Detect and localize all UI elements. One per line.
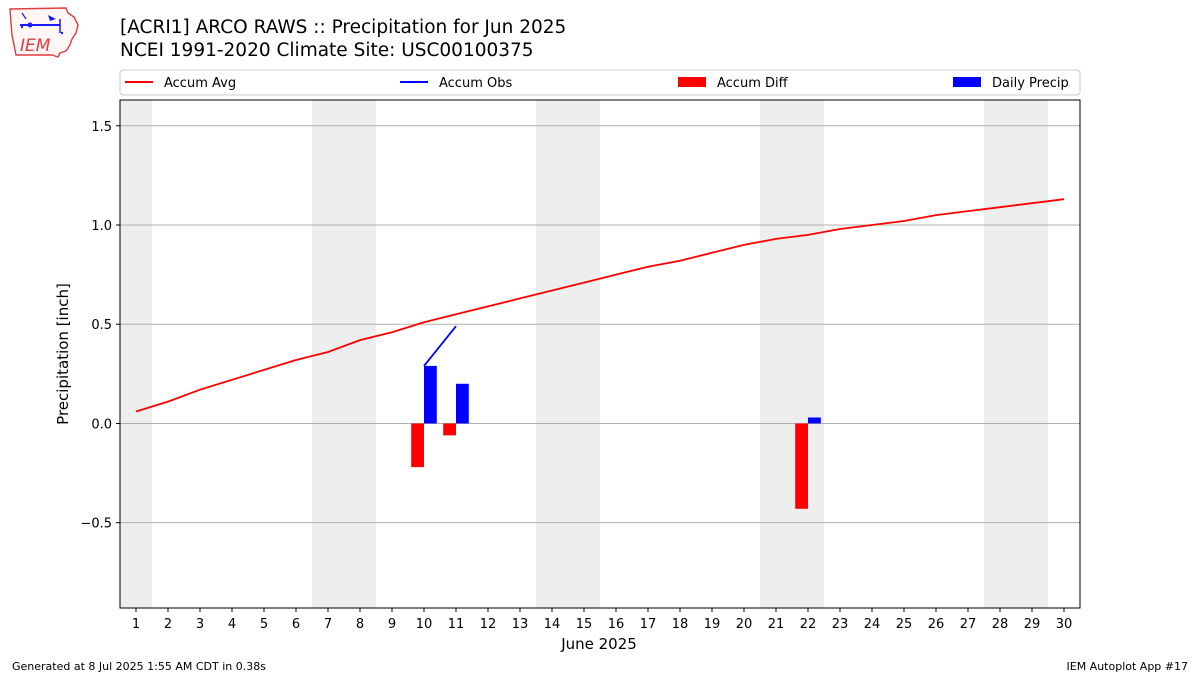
x-tick-label: 17 [640,617,657,632]
weekend-band [344,100,376,608]
x-tick-label: 11 [448,617,465,632]
x-tick-label: 8 [356,617,364,632]
accum-diff-bar [443,423,456,436]
x-tick-label: 1 [132,617,140,632]
iem-logo: IEM [8,5,82,63]
x-tick-label: 7 [324,617,332,632]
weekend-band [792,100,824,608]
logo-text: IEM [20,36,51,56]
y-tick-label: 1.5 [91,120,112,135]
y-tick-label: 0.5 [91,318,112,333]
daily-precip-bar [808,417,821,424]
y-tick-label: 1.0 [91,219,112,234]
x-tick-label: 15 [576,617,593,632]
chart-title-line1: [ACRI1] ARCO RAWS :: Precipitation for J… [120,17,567,38]
x-tick-label: 30 [1056,617,1073,632]
x-axis: 1 2 3 4 5 6 7 8 9 10 11 12 13 14 15 16 17 18 19 20 21 22 23 24 2… [132,608,1072,632]
x-tick-label: 3 [196,617,204,632]
legend-label: Daily Precip [992,76,1069,91]
x-axis-label: June 2025 [560,635,637,653]
x-tick-label: 26 [928,617,945,632]
x-tick-label: 19 [704,617,721,632]
x-tick-label: 14 [544,617,561,632]
legend-label: Accum Diff [717,76,789,91]
x-tick-label: 23 [832,617,849,632]
y-tick-label: 0.0 [91,417,112,432]
accum-obs-line [423,325,457,367]
weekend-band [760,100,792,608]
weekend-bands [120,100,1048,608]
x-tick-label: 5 [260,617,268,632]
x-tick-label: 18 [672,617,689,632]
accum-avg-line [135,198,1065,413]
weekend-band [536,100,568,608]
x-tick-label: 13 [512,617,529,632]
x-tick-label: 21 [768,617,785,632]
bar-marks [411,365,821,509]
x-tick-label: 27 [960,617,977,632]
chart-title-line2: NCEI 1991-2020 Climate Site: USC00100375 [120,40,534,61]
legend-label: Accum Obs [439,76,512,91]
x-tick-label: 16 [608,617,625,632]
y-axis-label: Precipitation [inch] [54,283,72,425]
legend-bar-swatch [953,77,981,87]
x-tick-label: 25 [896,617,913,632]
accum-diff-bar [795,423,808,509]
x-tick-label: 12 [480,617,497,632]
x-tick-label: 2 [164,617,172,632]
line-marks [135,198,1065,413]
x-tick-label: 29 [1024,617,1041,632]
weekend-band [568,100,600,608]
x-tick-label: 9 [388,617,396,632]
grid-lines [120,125,1080,524]
footer-app-text: IEM Autoplot App #17 [1066,660,1189,673]
x-tick-label: 10 [416,617,433,632]
legend-label: Accum Avg [164,76,236,91]
legend: Accum Avg Accum Obs Accum Diff Daily Precip [119,69,1081,96]
x-tick-label: 20 [736,617,753,632]
y-axis: −0.5 0.0 0.5 1.0 1.5 [80,120,120,532]
x-tick-label: 24 [864,617,881,632]
weekend-band [120,100,152,608]
legend-bar-swatch [678,77,706,87]
footer-generated-text: Generated at 8 Jul 2025 1:55 AM CDT in 0… [12,660,266,673]
x-tick-label: 4 [228,617,236,632]
iem-iowa-logo-icon: IEM [9,7,79,58]
y-tick-label: −0.5 [80,517,112,532]
weekend-band [984,100,1016,608]
daily-precip-bar [456,383,469,424]
x-tick-label: 28 [992,617,1009,632]
legend-box [119,69,1081,96]
accum-diff-bar [411,423,424,468]
x-tick-label: 6 [292,617,300,632]
x-tick-label: 22 [800,617,817,632]
weekend-band [1016,100,1048,608]
plot-frame [119,99,1081,609]
daily-precip-bar [424,365,437,424]
